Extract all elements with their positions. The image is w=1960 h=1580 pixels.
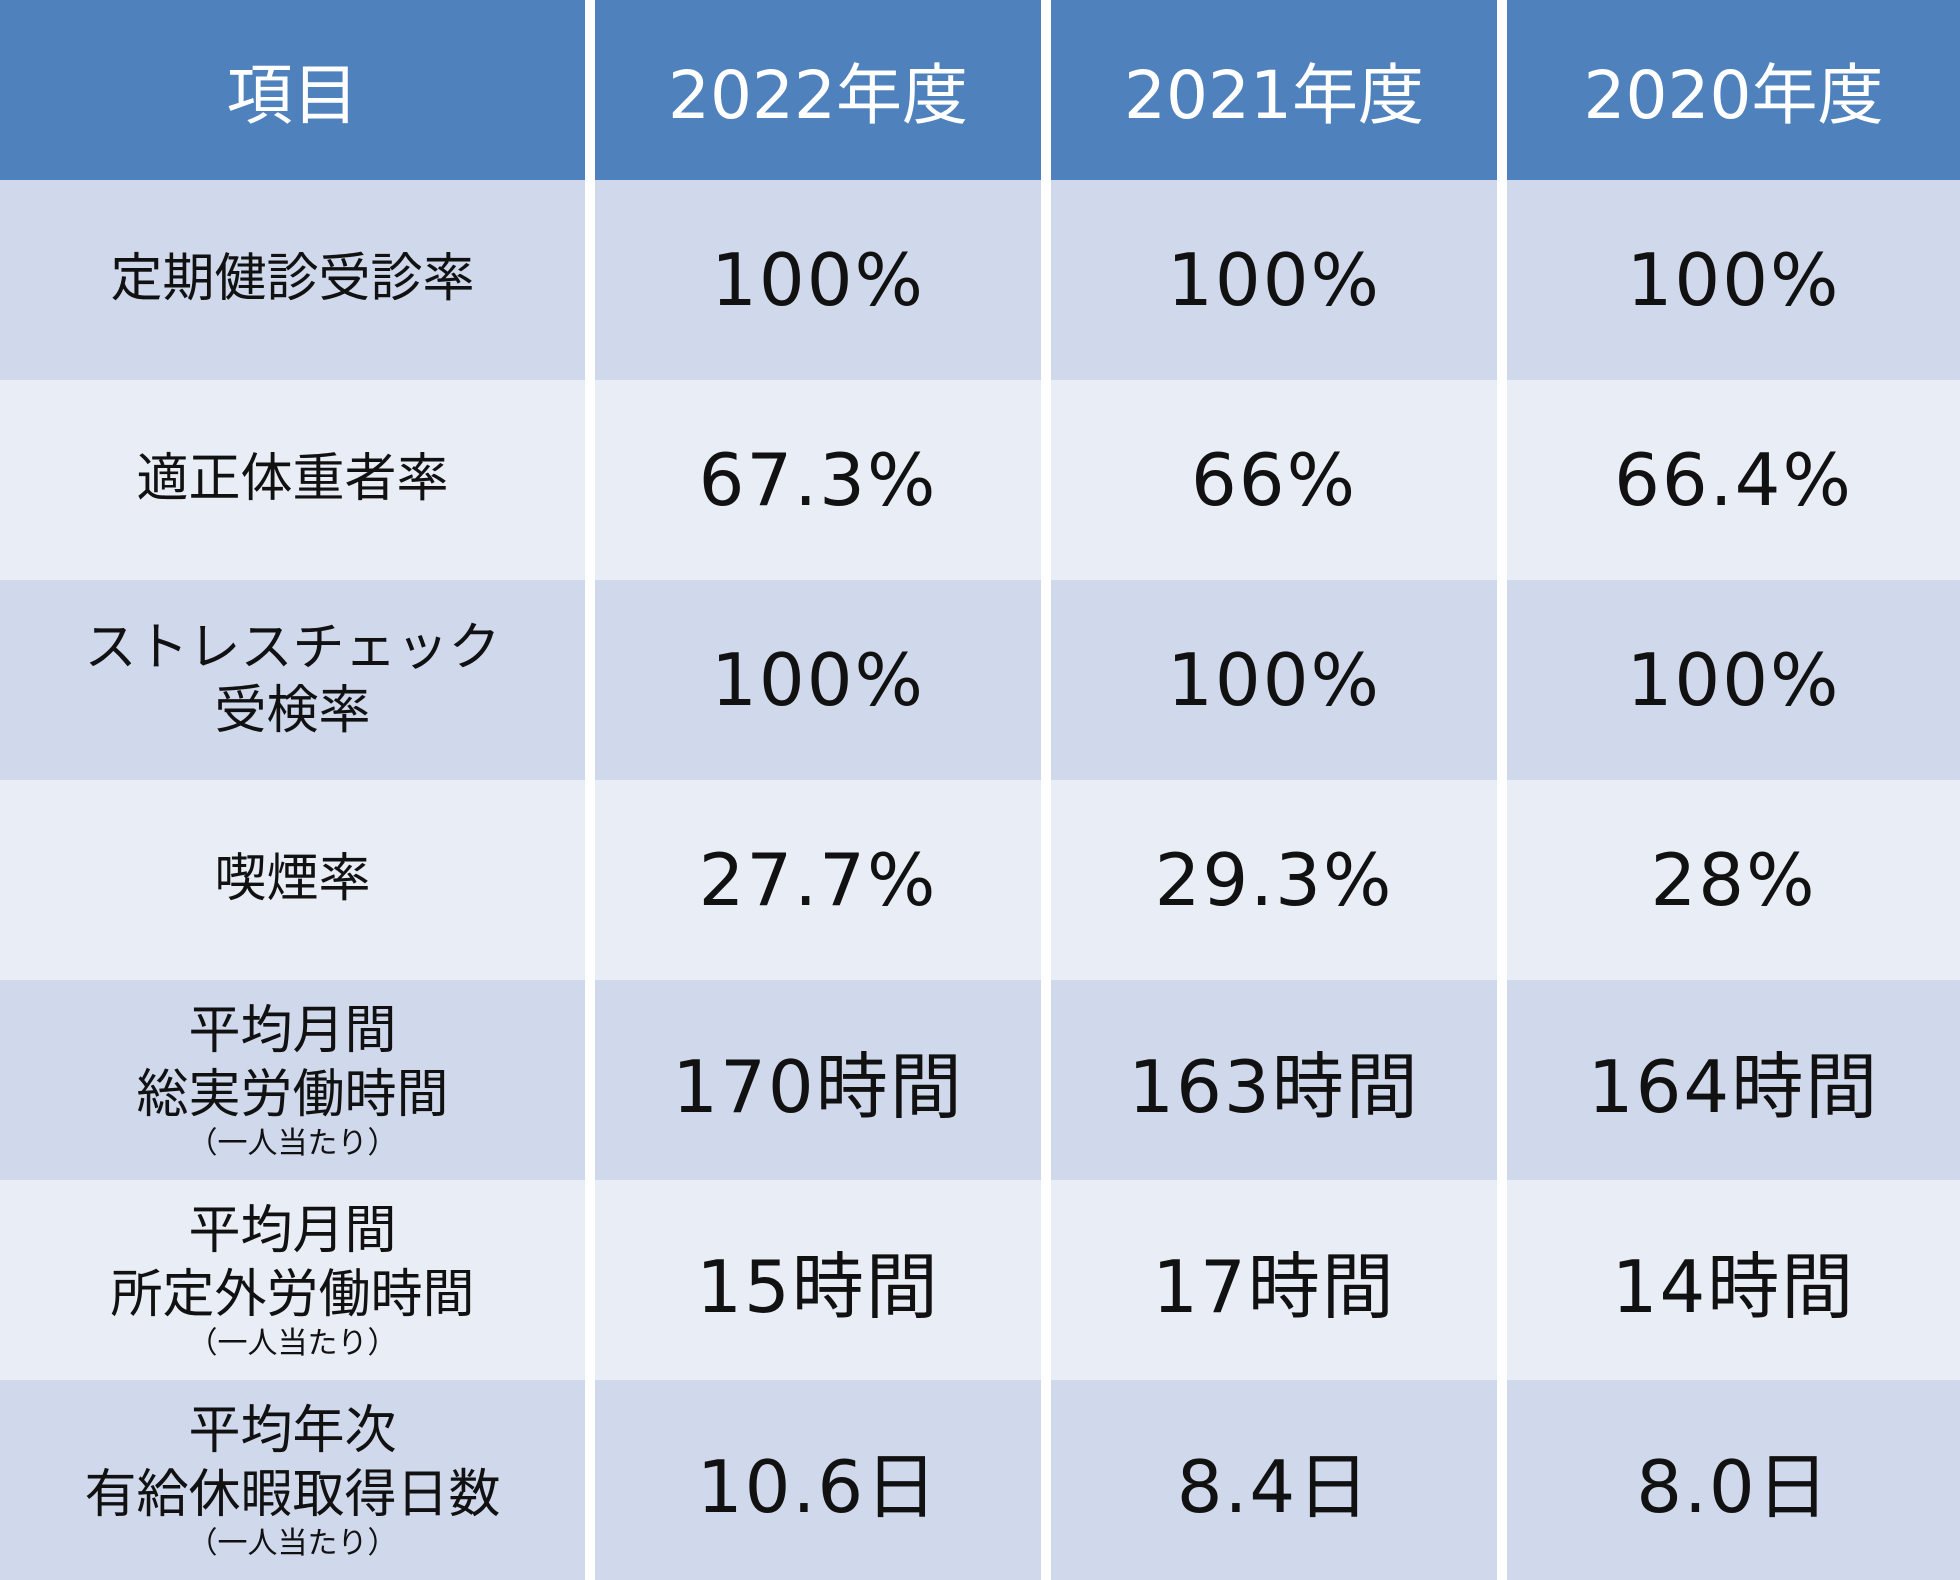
value-cell: 14時間 bbox=[1507, 1180, 1960, 1380]
row-note: （一人当たり） bbox=[187, 1125, 398, 1161]
row-label: 総実労働時間 bbox=[136, 1064, 449, 1125]
value-cell: 10.6日 bbox=[595, 1380, 1041, 1580]
value-cell: 100% bbox=[1507, 580, 1960, 780]
row-label: 平均年次 bbox=[188, 1401, 397, 1462]
cell-value: 100% bbox=[1626, 638, 1841, 722]
value-cell: 100% bbox=[595, 580, 1041, 780]
value-cell: 163時間 bbox=[1051, 980, 1497, 1180]
row-label-cell: 定期健診受診率 bbox=[0, 180, 585, 380]
cell-value: 67.3% bbox=[698, 438, 938, 522]
row-label: 所定外労働時間 bbox=[110, 1264, 475, 1325]
value-cell: 29.3% bbox=[1051, 780, 1497, 980]
row-label-cell: 適正体重者率 bbox=[0, 380, 585, 580]
value-cell: 28% bbox=[1507, 780, 1960, 980]
value-cell: 164時間 bbox=[1507, 980, 1960, 1180]
cell-value: 14時間 bbox=[1611, 1244, 1856, 1329]
cell-value: 164時間 bbox=[1587, 1044, 1880, 1129]
row-label: 有給休暇取得日数 bbox=[84, 1464, 501, 1525]
cell-value: 100% bbox=[711, 638, 925, 722]
cell-value: 100% bbox=[1626, 238, 1841, 322]
header-cell: 2020年度 bbox=[1507, 0, 1960, 180]
row-label-cell: 平均月間 所定外労働時間 （一人当たり） bbox=[0, 1180, 585, 1380]
row-label-cell: ストレスチェック 受検率 bbox=[0, 580, 585, 780]
cell-value: 66.4% bbox=[1614, 438, 1853, 522]
row-label: 喫煙率 bbox=[214, 849, 371, 910]
row-label-cell: 喫煙率 bbox=[0, 780, 585, 980]
row-label-cell: 平均年次 有給休暇取得日数 （一人当たり） bbox=[0, 1380, 585, 1580]
cell-value: 17時間 bbox=[1152, 1244, 1396, 1329]
value-cell: 100% bbox=[1051, 580, 1497, 780]
cell-value: 170時間 bbox=[672, 1044, 964, 1129]
cell-value: 100% bbox=[1167, 638, 1381, 722]
row-label: 平均月間 bbox=[188, 1001, 397, 1062]
cell-value: 10.6日 bbox=[696, 1444, 940, 1529]
row-label: 定期健診受診率 bbox=[110, 249, 475, 310]
row-note: （一人当たり） bbox=[187, 1525, 398, 1561]
value-cell: 8.4日 bbox=[1051, 1380, 1497, 1580]
header-cell: 2022年度 bbox=[595, 0, 1041, 180]
cell-value: 8.0日 bbox=[1636, 1444, 1831, 1529]
row-label: ストレスチェック bbox=[84, 617, 501, 678]
cell-value: 100% bbox=[1167, 238, 1381, 322]
row-label: 適正体重者率 bbox=[136, 449, 449, 510]
row-note: （一人当たり） bbox=[187, 1325, 398, 1361]
value-cell: 100% bbox=[1507, 180, 1960, 380]
row-label-cell: 平均月間 総実労働時間 （一人当たり） bbox=[0, 980, 585, 1180]
cell-value: 163時間 bbox=[1128, 1044, 1420, 1129]
value-cell: 66.4% bbox=[1507, 380, 1960, 580]
value-cell: 67.3% bbox=[595, 380, 1041, 580]
cell-value: 29.3% bbox=[1154, 838, 1394, 922]
value-cell: 17時間 bbox=[1051, 1180, 1497, 1380]
value-cell: 170時間 bbox=[595, 980, 1041, 1180]
cell-value: 100% bbox=[711, 238, 925, 322]
cell-value: 27.7% bbox=[698, 838, 938, 922]
value-cell: 100% bbox=[595, 180, 1041, 380]
value-cell: 66% bbox=[1051, 380, 1497, 580]
value-cell: 27.7% bbox=[595, 780, 1041, 980]
row-label: 受検率 bbox=[214, 681, 371, 741]
header-cell: 2021年度 bbox=[1051, 0, 1497, 180]
row-label: 平均月間 bbox=[188, 1201, 397, 1262]
value-cell: 8.0日 bbox=[1507, 1380, 1960, 1580]
cell-value: 8.4日 bbox=[1176, 1444, 1372, 1529]
header-cell: 項目 bbox=[0, 0, 585, 180]
cell-value: 28% bbox=[1650, 838, 1817, 922]
cell-value: 66% bbox=[1190, 438, 1358, 522]
cell-value: 15時間 bbox=[696, 1244, 940, 1329]
value-cell: 15時間 bbox=[595, 1180, 1041, 1380]
value-cell: 100% bbox=[1051, 180, 1497, 380]
